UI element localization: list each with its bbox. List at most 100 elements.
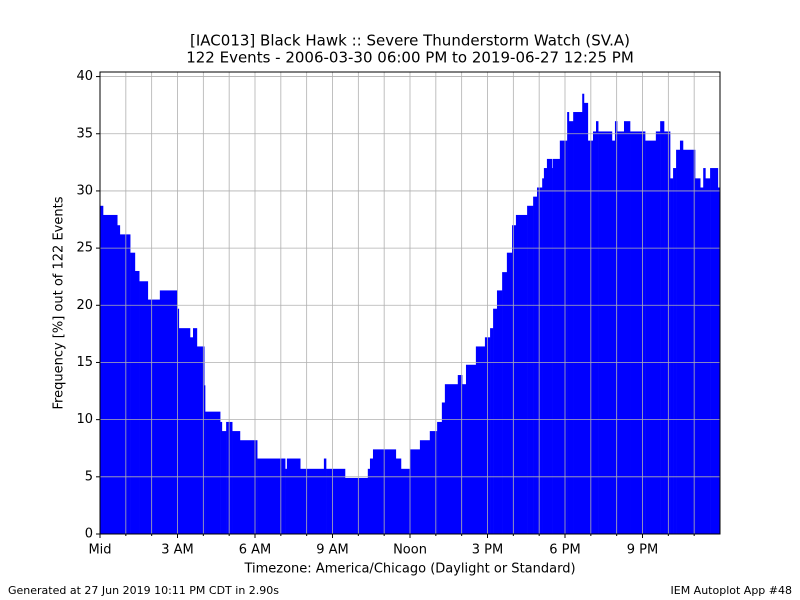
y-tick-label: 0 [85, 527, 93, 542]
bar [682, 149, 696, 534]
bar [664, 131, 671, 535]
plot-frame [99, 71, 721, 535]
bar [512, 225, 517, 535]
bar [204, 385, 206, 534]
bar [670, 178, 674, 534]
bar [286, 458, 301, 534]
bar [429, 431, 438, 534]
bar [130, 252, 136, 534]
bar [410, 449, 421, 534]
bar [437, 421, 443, 534]
bar [660, 121, 665, 534]
bar [103, 214, 118, 534]
bar [119, 234, 131, 534]
bar [189, 337, 194, 534]
bar [400, 468, 411, 534]
bar [598, 131, 613, 535]
bar [537, 187, 543, 534]
bar [700, 187, 704, 534]
bar [552, 168, 554, 535]
bar [611, 140, 616, 534]
bar [220, 421, 223, 534]
bar [673, 168, 677, 535]
y-axis-label: Frequency [%] out of 122 Events [52, 196, 67, 409]
bar [193, 328, 198, 534]
bar [573, 112, 583, 534]
y-tick-label: 20 [76, 298, 93, 313]
bar [490, 328, 494, 534]
x-tick-label: 6 PM [549, 543, 580, 558]
bar [582, 93, 585, 534]
bar [596, 121, 599, 534]
bar [493, 308, 498, 534]
x-axis-label: Timezone: America/Chicago (Daylight or S… [243, 562, 575, 577]
bar [196, 346, 205, 534]
bar [300, 468, 325, 534]
bar [475, 346, 486, 534]
bar [395, 458, 402, 534]
footer-right: IEM Autoplot App #48 [671, 584, 793, 597]
bar [441, 402, 446, 534]
y-tick-label: 15 [76, 355, 93, 370]
bar [527, 205, 534, 534]
bar [323, 458, 327, 534]
bar [239, 440, 258, 534]
footer-left: Generated at 27 Jun 2019 10:11 PM CDT in… [8, 584, 279, 597]
bar [496, 290, 503, 534]
bar [205, 411, 221, 534]
bar [502, 272, 508, 534]
bar [465, 364, 477, 534]
bar [546, 158, 553, 534]
bar [695, 178, 701, 534]
chart-title: [IAC013] Black Hawk :: Severe Thundersto… [190, 32, 630, 50]
bar [614, 121, 618, 534]
bar [444, 384, 459, 534]
bar [703, 168, 706, 535]
bar [147, 299, 161, 534]
bar [159, 290, 178, 534]
bar [515, 214, 528, 534]
y-tick-label: 10 [76, 412, 93, 427]
bar [630, 131, 646, 535]
bar [552, 158, 561, 534]
x-tick-label: 3 PM [472, 543, 503, 558]
y-tick-label: 5 [85, 469, 93, 484]
bar [655, 131, 661, 535]
x-tick-label: 9 AM [316, 543, 349, 558]
bar [177, 308, 180, 534]
bar [567, 112, 570, 534]
bar [617, 131, 625, 535]
bar [705, 178, 711, 534]
bar [221, 431, 227, 534]
x-tick-label: 9 PM [627, 543, 658, 558]
bar [344, 477, 369, 534]
bar [676, 149, 681, 534]
bar [457, 375, 463, 534]
bar [533, 196, 538, 535]
chart-subtitle: 122 Events - 2006-03-30 06:00 PM to 2019… [186, 49, 634, 67]
bar [367, 468, 371, 534]
bar [583, 102, 589, 535]
bar [462, 384, 467, 534]
x-tick-label: Mid [88, 543, 111, 558]
bar [710, 168, 719, 535]
x-tick-label: 6 AM [239, 543, 272, 558]
bar [326, 468, 346, 534]
bar [419, 440, 431, 534]
bar [679, 140, 684, 534]
bar [178, 328, 191, 534]
y-tick-label: 35 [76, 126, 93, 141]
bar [134, 270, 140, 534]
bar [369, 458, 374, 534]
bar [623, 121, 631, 534]
y-tick-label: 30 [76, 183, 93, 198]
bar [100, 205, 104, 534]
bar [232, 431, 241, 534]
bar [645, 140, 657, 534]
bar [568, 121, 574, 534]
x-tick-label: 3 AM [161, 543, 194, 558]
bar [543, 168, 548, 535]
bar [139, 281, 149, 534]
